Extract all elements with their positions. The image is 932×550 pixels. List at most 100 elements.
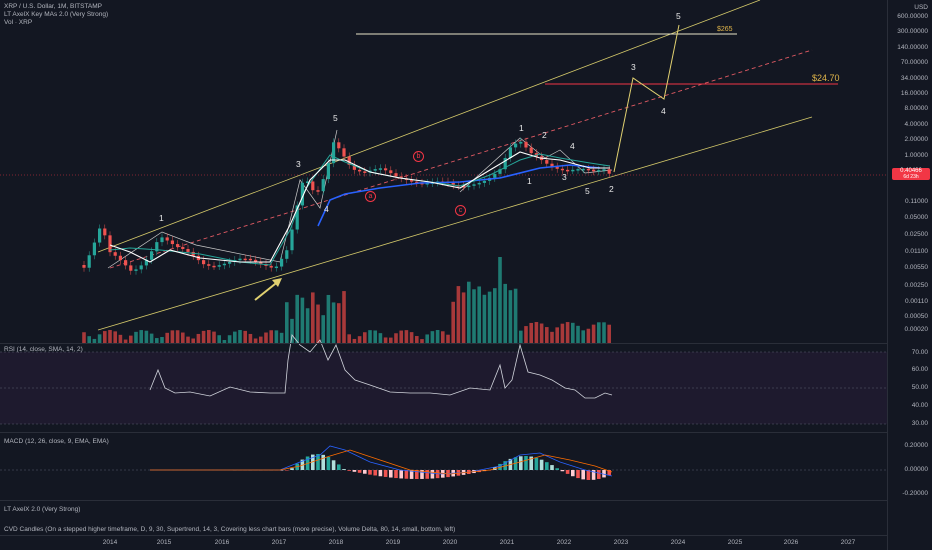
- volume-bar: [409, 332, 414, 343]
- indicator-key-mas[interactable]: LT AxelX Key MAs 2.0 (Very Strong): [4, 11, 109, 18]
- volume-bar: [160, 337, 164, 343]
- wave-label: 1: [519, 123, 524, 133]
- price-tick: 0.02500: [904, 231, 929, 238]
- projected-wave-path: [613, 24, 680, 173]
- time-tick: 2026: [783, 539, 799, 546]
- volume-bar: [331, 302, 336, 343]
- time-tick: 2019: [385, 539, 401, 546]
- indicator-volume[interactable]: Vol · XRP: [4, 19, 33, 26]
- volume-bar: [253, 338, 258, 343]
- volume-bar: [233, 331, 237, 343]
- price-axis[interactable]: USD 600.00000 300.00000 140.00000 70.00000 3…: [887, 0, 932, 550]
- price-tick: 0.00020: [904, 326, 929, 333]
- ma-white-line: [109, 151, 610, 263]
- price-tick: 0.00550: [904, 264, 929, 271]
- macd-signal-line: [150, 449, 613, 475]
- price-tick: 600.00000: [897, 13, 928, 20]
- macd-bar: [326, 457, 331, 470]
- time-axis[interactable]: 2014 2015 2016 2017 2018 2019 2020 2021 2022 2023…: [0, 535, 888, 550]
- correction-label-b: b: [413, 151, 424, 162]
- time-tick: 2020: [442, 539, 458, 546]
- volume-bar: [550, 331, 554, 343]
- channel-lower-line: [97, 116, 813, 331]
- pane-separator[interactable]: [0, 343, 888, 344]
- macd-bar: [529, 456, 533, 470]
- wave-label: 5: [585, 186, 590, 196]
- volume-bar: [498, 257, 502, 343]
- wave-label: 4: [661, 106, 666, 116]
- macd-bar: [420, 470, 424, 479]
- macd-bar: [383, 470, 388, 477]
- volume-bar: [149, 333, 154, 343]
- main-chart[interactable]: [0, 0, 888, 536]
- volume-bar: [342, 291, 346, 343]
- volume-bar: [118, 334, 123, 343]
- macd-bar: [373, 470, 377, 476]
- price-tick: 0.00110: [904, 298, 928, 305]
- volume-bar: [175, 330, 180, 343]
- volume-bar: [597, 322, 601, 343]
- volume-bar: [378, 333, 383, 343]
- wave-label: 3: [296, 159, 301, 169]
- pane-separator[interactable]: [0, 500, 888, 501]
- pane-separator[interactable]: [0, 432, 888, 433]
- volume-bar: [285, 302, 289, 343]
- rsi-tick: 30.00: [911, 420, 928, 427]
- volume-bar: [394, 333, 398, 343]
- correction-label-c: c: [455, 205, 466, 216]
- time-tick: 2025: [727, 539, 743, 546]
- macd-bar: [586, 470, 591, 480]
- macd-bar: [560, 470, 565, 472]
- volume-bar: [435, 330, 440, 343]
- symbol-title: XRP / U.S. Dollar, 1M, BITSTAMP: [4, 3, 103, 10]
- wave-label: 1: [159, 213, 164, 223]
- volume-bar: [373, 330, 377, 343]
- rsi-label[interactable]: RSI (14, close, SMA, 14, 2): [4, 346, 83, 353]
- current-price-value: 0.40466: [900, 168, 922, 174]
- wave-path-second: [459, 137, 613, 193]
- volume-bar: [139, 330, 143, 343]
- macd-bar: [513, 457, 518, 470]
- volume-bar: [170, 330, 175, 343]
- price-tick: 16.00000: [900, 90, 928, 97]
- cvd-label[interactable]: CVD Candles (On a stepped higher timefra…: [4, 526, 456, 533]
- correction-label-a: a: [365, 191, 376, 202]
- volume-bar: [399, 330, 403, 343]
- volume-bar: [503, 283, 507, 343]
- volume-bar: [581, 330, 585, 343]
- volume-bar: [508, 290, 513, 343]
- macd-bar: [363, 470, 367, 474]
- macd-bar: [591, 470, 596, 480]
- volume-bar: [560, 323, 565, 343]
- macd-bar: [399, 470, 403, 479]
- macd-bar: [602, 470, 606, 478]
- time-tick: 2027: [840, 539, 856, 546]
- volume-bar: [103, 331, 107, 343]
- volume-bar: [467, 281, 471, 343]
- volume-bar: [519, 330, 523, 343]
- volume-bar: [311, 292, 315, 343]
- macd-bar: [519, 456, 523, 470]
- price-tick: 8.00000: [904, 105, 929, 112]
- lt-axelx-label[interactable]: LT AxelX 2.0 (Very Strong): [4, 506, 81, 513]
- macd-bar: [321, 454, 325, 470]
- price-tick: 0.00050: [904, 313, 929, 320]
- price-tick: 140.00000: [897, 44, 928, 51]
- rsi-tick: 50.00: [911, 384, 928, 391]
- time-tick: 2018: [328, 539, 344, 546]
- rsi-line: [149, 334, 613, 399]
- volume-bar: [383, 337, 388, 343]
- macd-line: [150, 445, 613, 477]
- price-tick: 0.01100: [904, 248, 928, 255]
- price-tick: 300.00000: [897, 28, 928, 35]
- volume-bar: [144, 330, 149, 343]
- macd-bar: [316, 454, 320, 470]
- rsi-tick: 40.00: [911, 402, 928, 409]
- time-tick: 2016: [214, 539, 230, 546]
- price-tick: 70.00000: [900, 59, 928, 66]
- macd-label[interactable]: MACD (12, 26, close, 9, EMA, EMA): [4, 438, 109, 445]
- volume-bar: [363, 332, 367, 343]
- time-tick: 2022: [556, 539, 572, 546]
- volume-bar: [243, 330, 247, 343]
- macd-bar: [352, 470, 357, 472]
